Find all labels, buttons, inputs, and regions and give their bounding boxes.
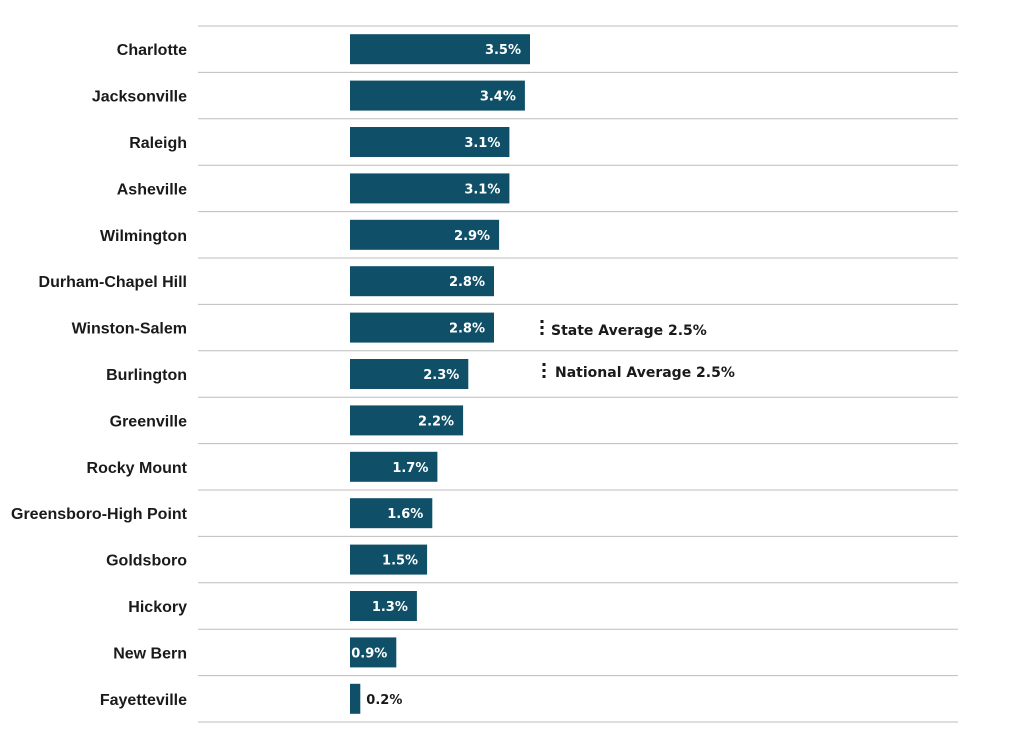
category-label: Durham-Chapel Hill <box>39 274 187 291</box>
bar-winston-salem <box>350 312 494 343</box>
value-labels: 3.5% 3.4% 3.1% 3.1% 2.9% 2.8% 2.8% 2.3% 2.2% 1.7%… <box>351 43 521 708</box>
value-label: 2.9% <box>454 229 490 244</box>
category-label: New Bern <box>113 645 187 662</box>
category-label: Greensboro-High Point <box>11 506 188 523</box>
national-average-label: National Average 2.5% <box>555 365 735 381</box>
bar-hickory <box>350 591 417 621</box>
value-label: 3.4% <box>480 90 516 105</box>
bar-burlington <box>350 359 469 389</box>
bar-wilmington <box>350 219 500 250</box>
category-label: Fayetteville <box>100 692 187 709</box>
value-label: 3.1% <box>464 136 500 151</box>
value-label: 1.7% <box>392 461 428 476</box>
value-label: 1.6% <box>387 507 423 522</box>
bars <box>350 34 530 714</box>
bar-rocky-mount <box>350 451 438 482</box>
state-average-label: State Average 2.5% <box>551 323 707 339</box>
category-label: Raleigh <box>129 135 187 152</box>
value-label: 1.3% <box>372 600 408 615</box>
category-label: Goldsboro <box>106 553 187 570</box>
bar-charlotte <box>350 34 530 65</box>
national-average-legend-item: National Average 2.5% <box>542 363 735 381</box>
state-average-legend-item: State Average 2.5% <box>540 320 707 339</box>
category-label: Winston-Salem <box>72 321 187 338</box>
category-label: Rocky Mount <box>87 460 188 477</box>
bar-goldsboro <box>350 544 428 575</box>
value-label: 3.1% <box>464 182 500 197</box>
category-label: Asheville <box>117 181 187 198</box>
gridlines <box>198 25 958 723</box>
bar-fayetteville <box>350 683 361 714</box>
category-label: Greenville <box>110 413 187 430</box>
value-label: 2.8% <box>449 322 485 337</box>
bar-durham-chapel-hill <box>350 266 494 297</box>
bar-greensboro-high-point <box>350 498 433 529</box>
bar-greenville <box>350 405 464 436</box>
value-label: 3.5% <box>485 43 521 58</box>
category-label: Burlington <box>106 367 187 384</box>
reference-legend: State Average 2.5% National Average 2.5% <box>540 320 735 381</box>
category-label: Charlotte <box>117 42 187 59</box>
category-label: Jacksonville <box>92 89 187 106</box>
bar-raleigh <box>350 127 510 157</box>
category-label: Hickory <box>128 599 187 616</box>
value-label: 0.2% <box>366 693 402 708</box>
value-label: 1.5% <box>382 554 418 569</box>
value-label: 0.9% <box>351 646 387 661</box>
bar-asheville <box>350 173 510 204</box>
category-labels: Charlotte Jacksonville Raleigh Asheville Wil… <box>11 42 188 709</box>
bar-jacksonville <box>350 80 525 111</box>
value-label: 2.2% <box>418 414 454 429</box>
category-label: Wilmington <box>100 228 187 245</box>
value-label: 2.3% <box>423 368 459 383</box>
value-label: 2.8% <box>449 275 485 290</box>
bar-new-bern <box>350 637 397 668</box>
